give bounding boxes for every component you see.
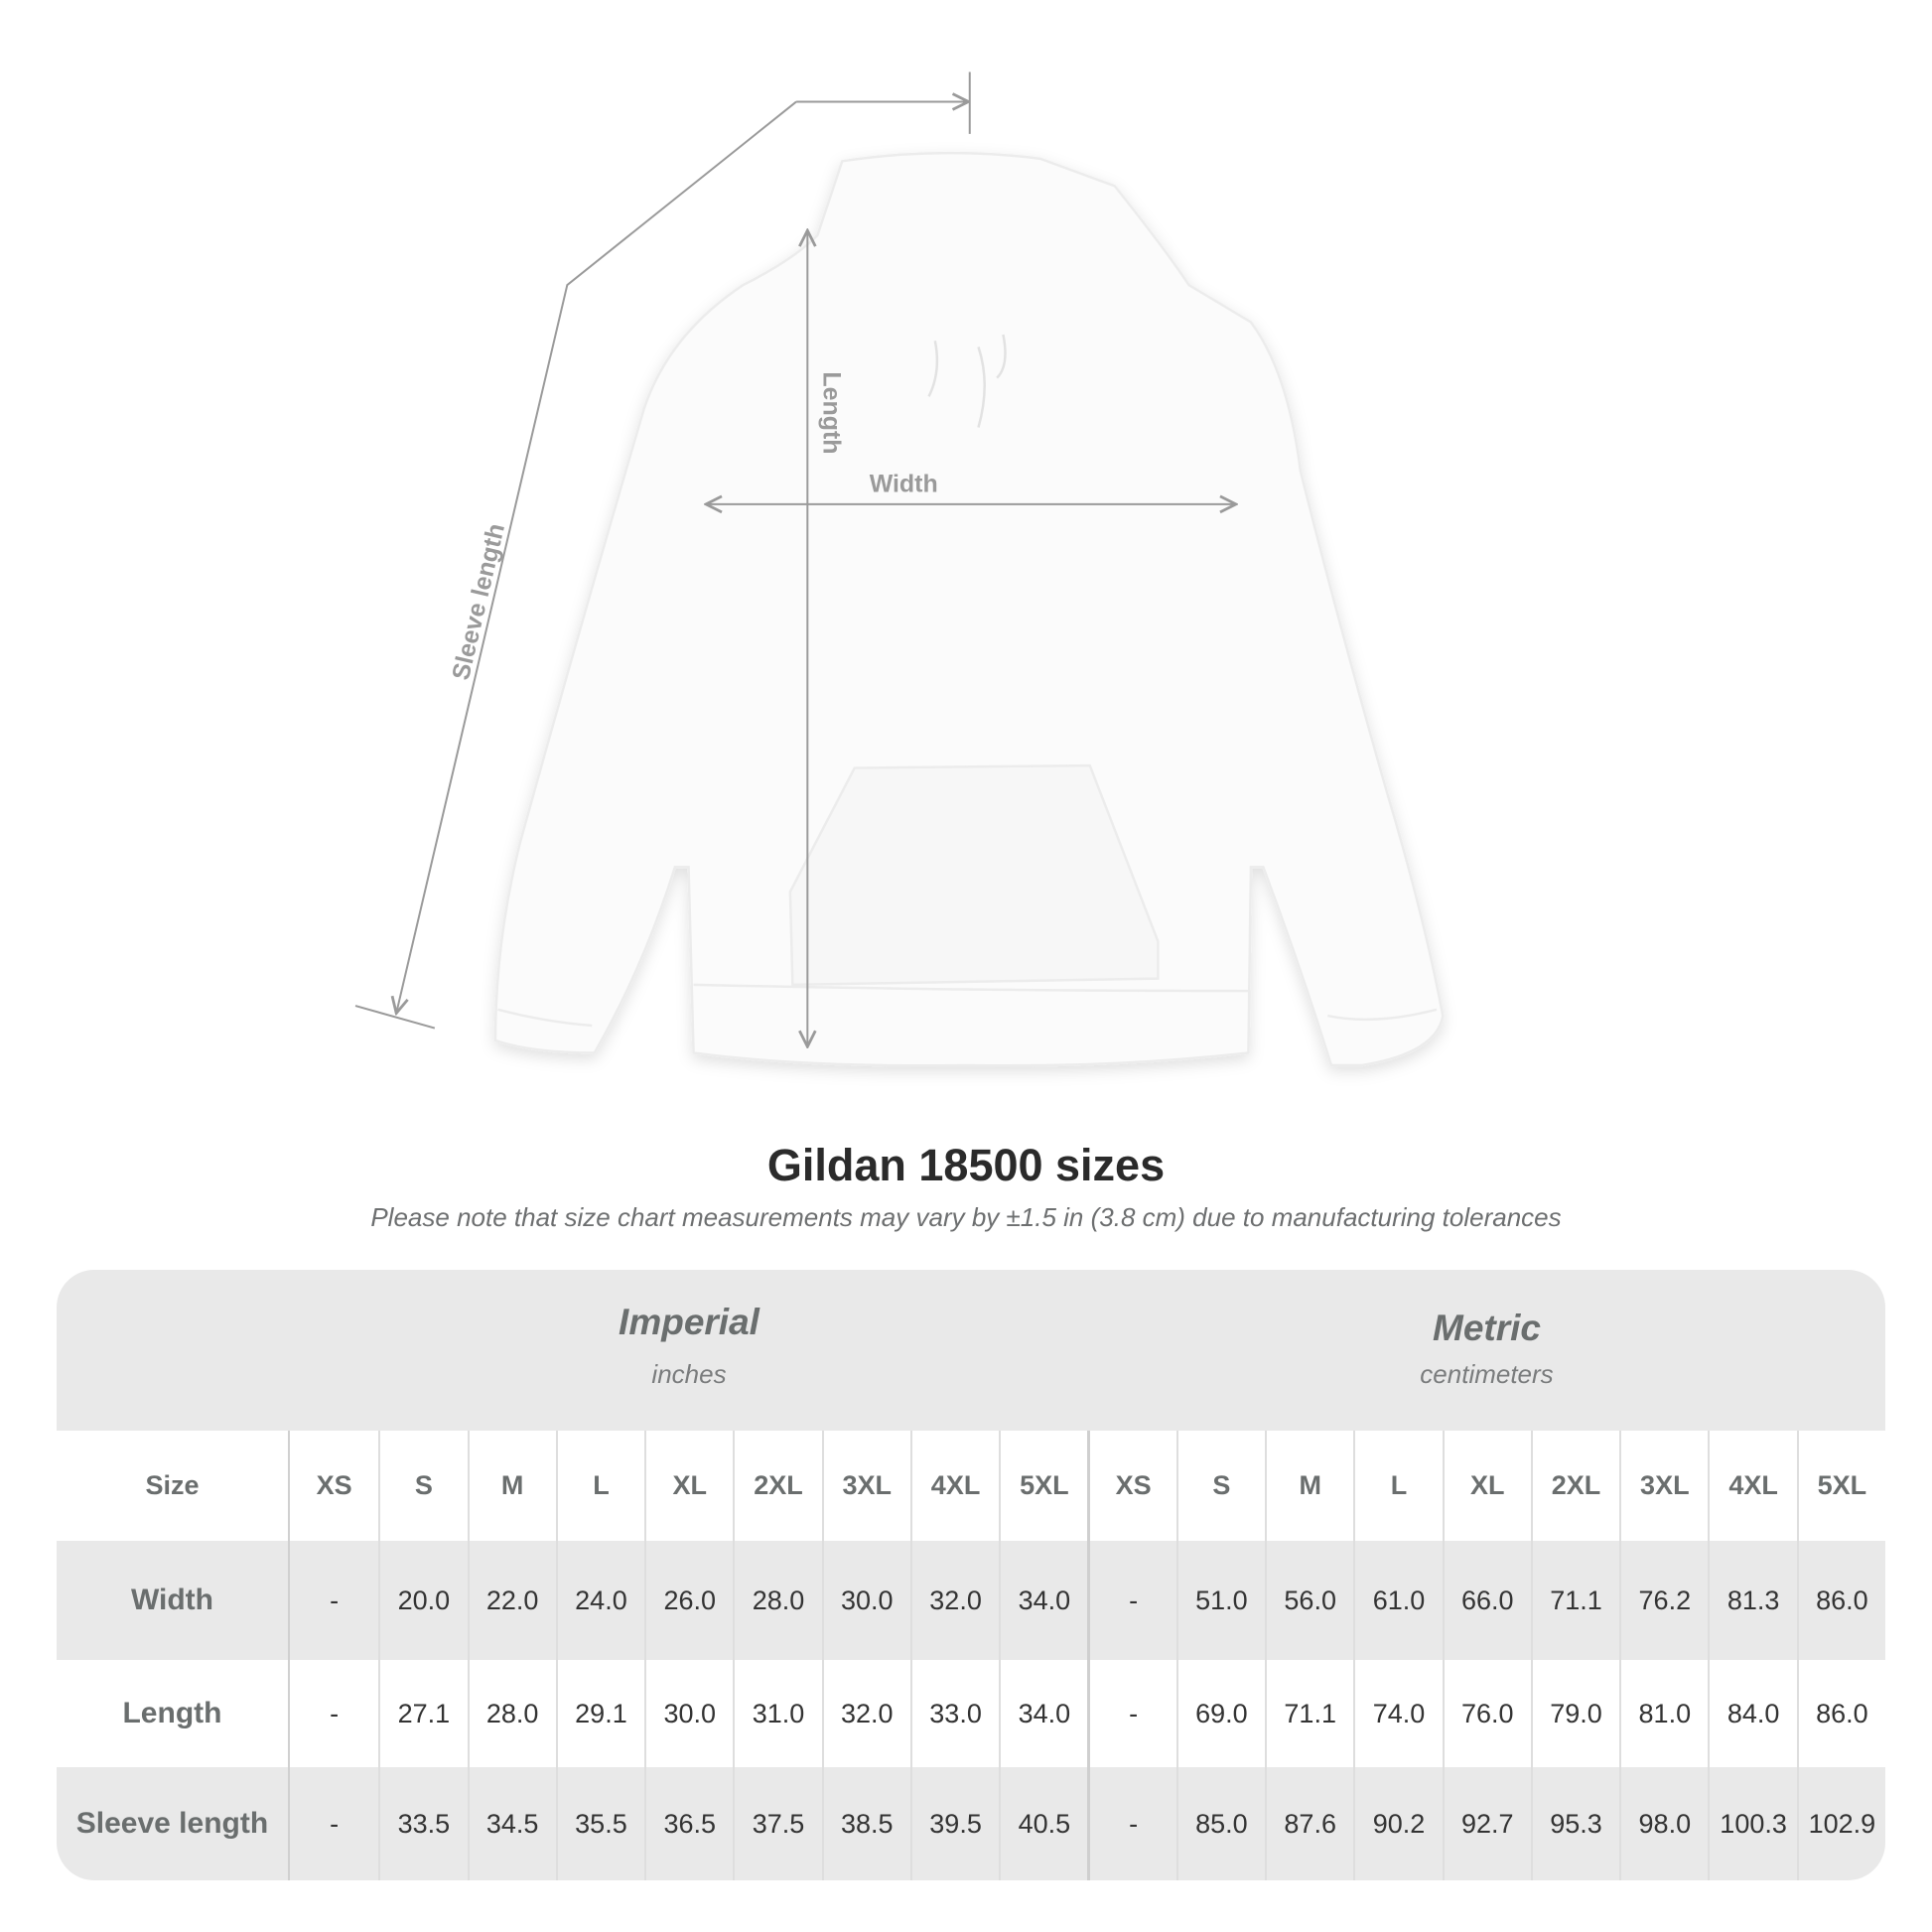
imperial-unit: inches bbox=[651, 1359, 727, 1389]
metric-cell: 76.0 bbox=[1442, 1660, 1531, 1767]
imperial-cell: XS bbox=[316, 1470, 352, 1500]
imperial-cell: 28.0 bbox=[467, 1660, 556, 1767]
metric-cell: XL bbox=[1442, 1431, 1531, 1541]
metric-cell: 3XL bbox=[1619, 1431, 1708, 1541]
imperial-cell: 33.5 bbox=[378, 1767, 467, 1880]
row-label: Width bbox=[57, 1541, 290, 1660]
row-band bbox=[57, 1767, 1885, 1880]
metric-cell: 87.6 bbox=[1265, 1767, 1353, 1880]
metric-cell: 81.3 bbox=[1708, 1541, 1796, 1660]
metric-cell: 71.1 bbox=[1530, 1541, 1619, 1660]
row-label: Size bbox=[57, 1431, 290, 1541]
imperial-cell: 30.0 bbox=[644, 1660, 733, 1767]
metric-cell: 5XL bbox=[1796, 1431, 1885, 1541]
metric-cell: L bbox=[1353, 1431, 1442, 1541]
table-row: Sleeve length - 33.5 34.5 35.5 36.5 37.5 38.5 39… bbox=[57, 1767, 1885, 1880]
imperial-cell: 38.5 bbox=[821, 1767, 910, 1880]
hoodie-measurement-diagram: Sleeve length Length Width bbox=[354, 71, 1445, 1067]
row-label: Length bbox=[57, 1660, 290, 1767]
imperial-cell: - bbox=[330, 1585, 340, 1615]
imperial-cell: 5XL bbox=[999, 1431, 1087, 1541]
imperial-cell: 32.0 bbox=[909, 1541, 999, 1660]
imperial-cell: 36.5 bbox=[644, 1767, 733, 1880]
metric-cell: 92.7 bbox=[1442, 1767, 1531, 1880]
metric-cell: 51.0 bbox=[1175, 1541, 1265, 1660]
metric-cell: M bbox=[1265, 1431, 1353, 1541]
imperial-cell: 31.0 bbox=[733, 1660, 821, 1767]
header-band bbox=[57, 1270, 1885, 1431]
metric-cell: 69.0 bbox=[1175, 1660, 1265, 1767]
size-chart-table: Imperial inches Metric centimeters Size X… bbox=[57, 1270, 1885, 1880]
hoodie-image bbox=[493, 151, 1445, 1067]
imperial-header: Imperial inches bbox=[290, 1270, 1088, 1431]
imperial-title: Imperial bbox=[619, 1302, 759, 1342]
imperial-cell: 39.5 bbox=[909, 1767, 999, 1880]
metric-cell: 76.2 bbox=[1619, 1541, 1708, 1660]
imperial-cell: 34.0 bbox=[999, 1541, 1087, 1660]
measurement-lines bbox=[354, 71, 1236, 1047]
metric-cell: 2XL bbox=[1530, 1431, 1619, 1541]
length-label: Length bbox=[818, 371, 846, 454]
imperial-cell: 33.0 bbox=[909, 1660, 999, 1767]
metric-cell: 100.3 bbox=[1708, 1767, 1796, 1880]
imperial-cell: 4XL bbox=[909, 1431, 999, 1541]
imperial-cell: 27.1 bbox=[378, 1660, 467, 1767]
metric-cell: 85.0 bbox=[1175, 1767, 1265, 1880]
metric-cell: 86.0 bbox=[1796, 1660, 1885, 1767]
page-title: Gildan 18500 sizes bbox=[766, 1140, 1166, 1190]
imperial-cell: - bbox=[330, 1698, 340, 1728]
metric-cell: 74.0 bbox=[1353, 1660, 1442, 1767]
metric-cell: 79.0 bbox=[1530, 1660, 1619, 1767]
imperial-cell: 35.5 bbox=[555, 1767, 644, 1880]
imperial-cell: 29.1 bbox=[555, 1660, 644, 1767]
metric-cell: 102.9 bbox=[1796, 1767, 1885, 1880]
imperial-cell: 3XL bbox=[821, 1431, 910, 1541]
metric-cell: 90.2 bbox=[1353, 1767, 1442, 1880]
metric-cell: 81.0 bbox=[1619, 1660, 1708, 1767]
imperial-cell: M bbox=[467, 1431, 556, 1541]
table-row: Length -27.1 28.0 29.1 30.0 31.0 32.0 33.0 34.0-… bbox=[57, 1660, 1885, 1767]
imperial-cell: 32.0 bbox=[821, 1660, 910, 1767]
metric-cell: - bbox=[1087, 1660, 1175, 1767]
metric-cell: - bbox=[1087, 1541, 1175, 1660]
metric-title: Metric bbox=[1433, 1308, 1541, 1348]
tolerance-note: Please note that size chart measurements… bbox=[370, 1202, 1562, 1232]
metric-cell: 95.3 bbox=[1530, 1767, 1619, 1880]
metric-cell: - bbox=[1087, 1767, 1175, 1880]
metric-header: Metric centimeters bbox=[1088, 1270, 1885, 1431]
metric-unit: centimeters bbox=[1420, 1359, 1554, 1389]
imperial-cell: 28.0 bbox=[733, 1541, 821, 1660]
row-band bbox=[57, 1541, 1885, 1660]
imperial-cell: S bbox=[378, 1431, 467, 1541]
imperial-cell: L bbox=[555, 1431, 644, 1541]
imperial-cell: 2XL bbox=[733, 1431, 821, 1541]
metric-cell: 84.0 bbox=[1708, 1660, 1796, 1767]
metric-cell: S bbox=[1175, 1431, 1265, 1541]
metric-cell: 4XL bbox=[1708, 1431, 1796, 1541]
metric-cell: 86.0 bbox=[1796, 1541, 1885, 1660]
imperial-cell: 34.5 bbox=[467, 1767, 556, 1880]
imperial-cell: 37.5 bbox=[733, 1767, 821, 1880]
imperial-cell: 30.0 bbox=[821, 1541, 910, 1660]
imperial-cell: 40.5 bbox=[999, 1767, 1087, 1880]
metric-cell: 71.1 bbox=[1265, 1660, 1353, 1767]
size-row: Size XS S M L XL 2XL 3XL 4XL 5XL XS S M L XL 2XL 3XL 4XL 5… bbox=[57, 1431, 1885, 1541]
imperial-cell: 24.0 bbox=[555, 1541, 644, 1660]
metric-cell: 56.0 bbox=[1265, 1541, 1353, 1660]
table-row: Width -20.0 22.0 24.0 26.0 28.0 30.0 32.0 34.0-5… bbox=[57, 1541, 1885, 1660]
sleeve-length-label: Sleeve length bbox=[447, 521, 510, 683]
imperial-cell: 26.0 bbox=[644, 1541, 733, 1660]
imperial-cell: 34.0 bbox=[999, 1660, 1087, 1767]
metric-cell: XS bbox=[1087, 1431, 1175, 1541]
imperial-cell: XL bbox=[644, 1431, 733, 1541]
metric-cell: 66.0 bbox=[1442, 1541, 1531, 1660]
imperial-cell: 20.0 bbox=[378, 1541, 467, 1660]
width-label: Width bbox=[870, 470, 938, 497]
metric-cell: 98.0 bbox=[1619, 1767, 1708, 1880]
metric-cell: 61.0 bbox=[1353, 1541, 1442, 1660]
imperial-cell: 22.0 bbox=[467, 1541, 556, 1660]
imperial-cell: - bbox=[330, 1808, 340, 1839]
row-label: Sleeve length bbox=[57, 1767, 290, 1880]
